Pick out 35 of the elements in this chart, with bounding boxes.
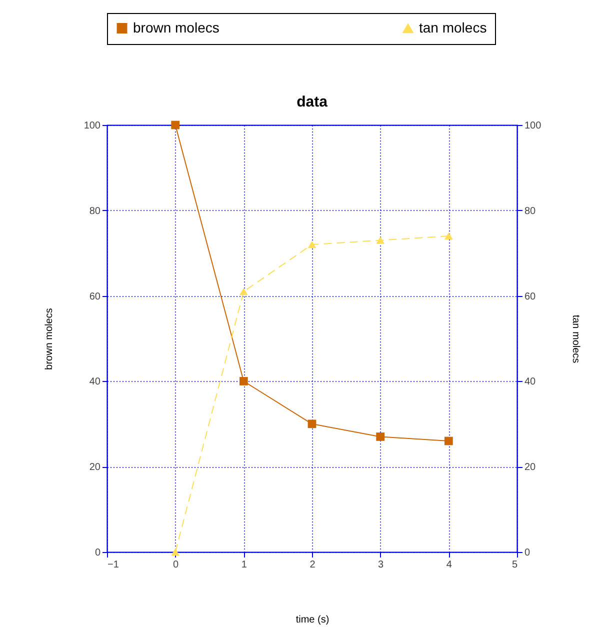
y2-tick-label: 0 bbox=[524, 548, 530, 558]
point bbox=[444, 232, 453, 240]
y2-tick-label: 60 bbox=[524, 291, 536, 302]
y2-axis-title: tan molecs bbox=[570, 314, 582, 364]
x-tick-label: 3 bbox=[378, 560, 384, 570]
y-tick-label: 0 bbox=[94, 548, 101, 558]
legend-label: brown molecs bbox=[133, 19, 220, 36]
chart-title: data bbox=[296, 94, 328, 110]
y-tick-label: 60 bbox=[89, 291, 101, 302]
x-axis-title: time (s) bbox=[296, 614, 330, 626]
point bbox=[444, 436, 453, 446]
x-tick-label: −1 bbox=[108, 560, 120, 570]
y-tick-label: 100 bbox=[84, 120, 101, 132]
x-tick-label: 1 bbox=[241, 560, 248, 570]
y-tick-label: 20 bbox=[89, 462, 101, 474]
point bbox=[239, 288, 248, 296]
x-tick-label: 4 bbox=[446, 560, 452, 570]
x-tick-label: 2 bbox=[310, 560, 316, 570]
x-tick-label: 0 bbox=[173, 560, 180, 570]
point bbox=[239, 377, 248, 386]
y2-tick-label: 20 bbox=[524, 462, 536, 474]
y-axis-title: brown molecs bbox=[44, 308, 55, 370]
x-tick-label: 5 bbox=[512, 560, 518, 570]
y-tick-label: 40 bbox=[89, 376, 101, 388]
y2-tick-label: 40 bbox=[524, 376, 536, 388]
point bbox=[376, 432, 385, 441]
y-tick-label: 80 bbox=[89, 206, 101, 217]
legend-label: tan molecs bbox=[419, 20, 487, 36]
y2-tick-label: 100 bbox=[524, 120, 542, 132]
point bbox=[308, 420, 316, 428]
point bbox=[376, 236, 385, 244]
y2-tick-label: 80 bbox=[524, 206, 536, 217]
point bbox=[308, 240, 316, 248]
point bbox=[171, 120, 180, 130]
point bbox=[171, 548, 180, 556]
